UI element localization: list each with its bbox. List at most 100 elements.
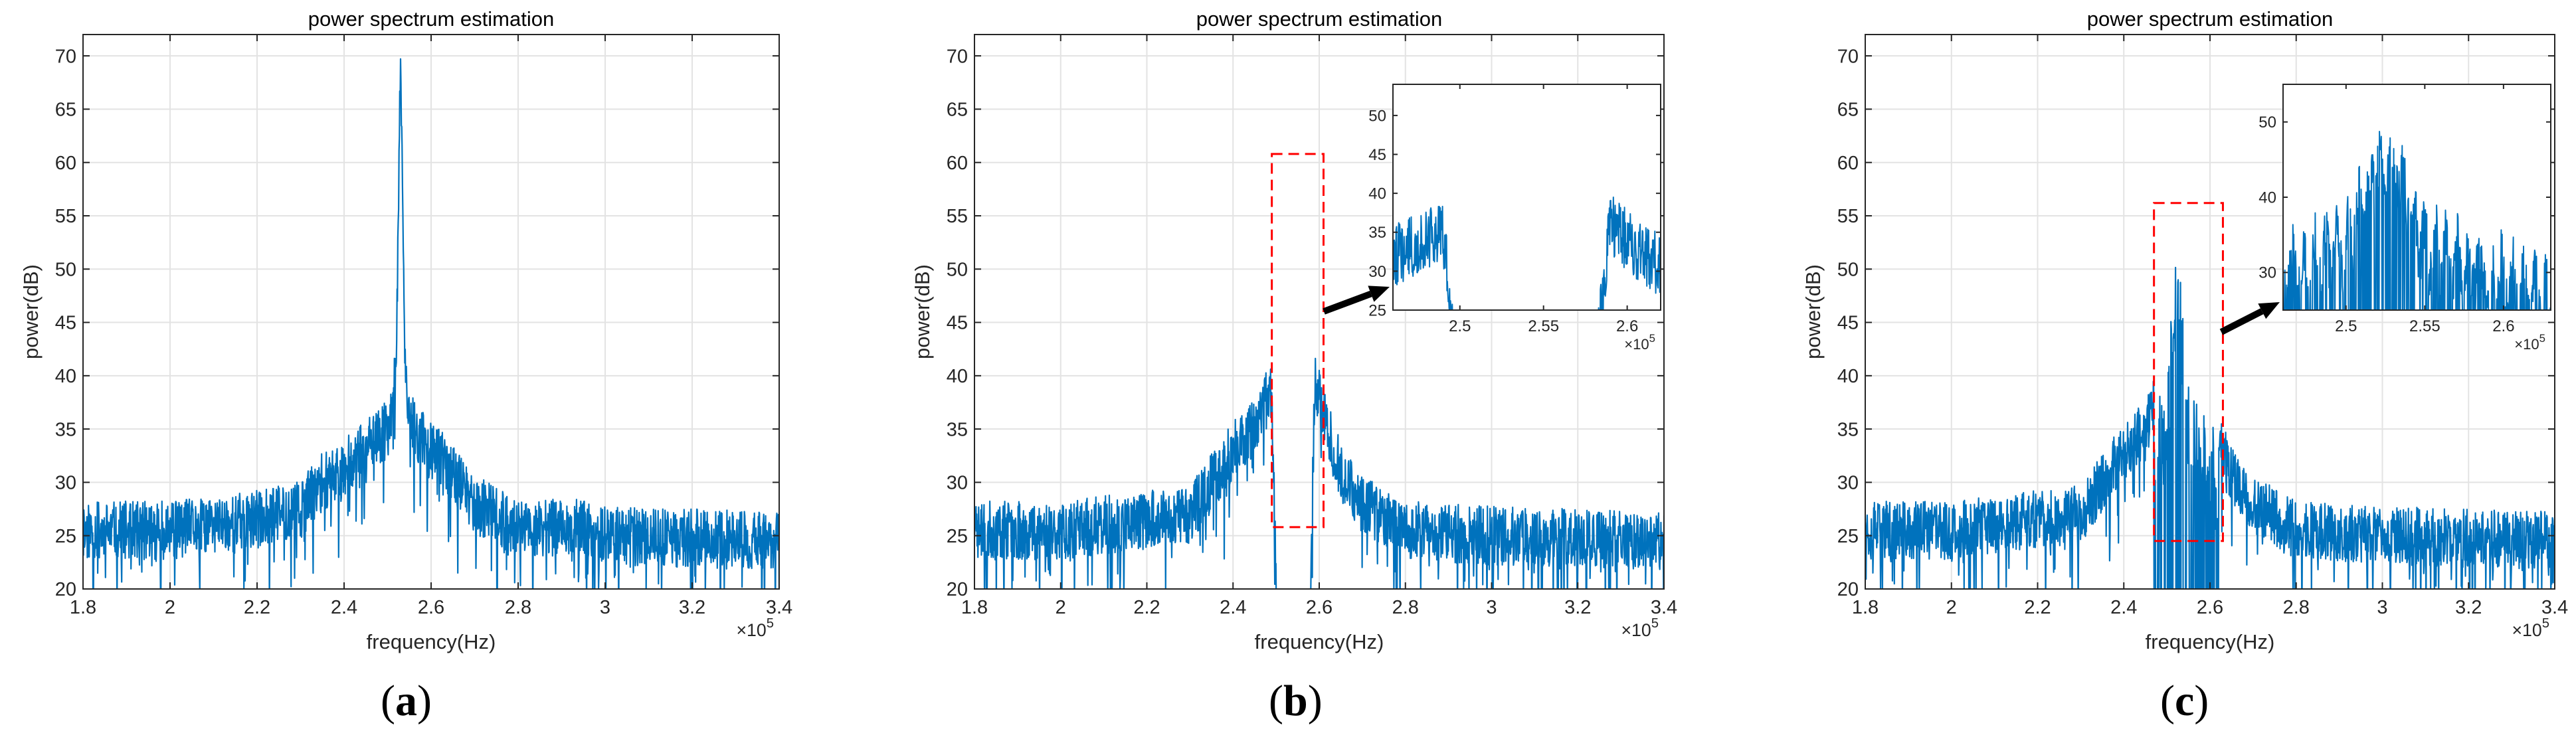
panel-c-x-exponent: ×105 — [2512, 616, 2549, 640]
caption-c-label: c — [2174, 677, 2195, 725]
panel-a-xlabel: frequency(Hz) — [367, 630, 496, 653]
panel-b-inset-x-exponent-power: 5 — [1649, 332, 1655, 345]
panel-c-ytick-label-10: 70 — [1837, 46, 1859, 67]
panel-b-ytick-label-0: 20 — [947, 579, 968, 600]
panel-c-ytick-label-7: 55 — [1837, 206, 1859, 227]
panel-c-xtick-label-5: 2.8 — [2283, 597, 2310, 618]
panel-b-x-exponent-base: ×10 — [1621, 620, 1651, 640]
panel-c: power spectrum estimation frequency(Hz) po… — [1801, 7, 2568, 653]
panel-c-ytick-label-9: 65 — [1837, 100, 1859, 121]
panel-a-title: power spectrum estimation — [308, 7, 554, 31]
panel-c-inset: 2.5 2.55 2.6 30 40 50 ×105 — [2258, 84, 2551, 353]
panel-c-inset-ytick-label-1: 40 — [2258, 189, 2276, 207]
panel-b-ytick-label-10: 70 — [947, 46, 968, 67]
panel-b-ytick-label-3: 35 — [947, 419, 968, 440]
panel-c-xtick-label-8: 3.4 — [2541, 597, 2568, 618]
panel-a-xtick-label-3: 2.4 — [331, 597, 357, 618]
panel-b-x-exponent-power: 5 — [1651, 616, 1659, 631]
panel-c-arrow-shaft — [2219, 308, 2264, 335]
panel-a-xtick-label-7: 3.2 — [679, 597, 705, 618]
panel-c-inset-plot-area — [2283, 84, 2551, 310]
panel-b: power spectrum estimation frequency(Hz) po… — [911, 7, 1677, 653]
panel-c-ytick-label-0: 20 — [1837, 579, 1859, 600]
panel-b-xtick-label-4: 2.6 — [1306, 597, 1333, 618]
panel-b-ytick-label-1: 25 — [947, 526, 968, 547]
panel-b-xlabel: frequency(Hz) — [1255, 630, 1384, 653]
panel-a-ytick-label-4: 40 — [55, 366, 76, 387]
panel-a-ytick-label-3: 35 — [55, 419, 76, 440]
panel-c-ytick-label-5: 45 — [1837, 313, 1859, 334]
panel-c-ytick-label-4: 40 — [1837, 366, 1859, 387]
panel-c-arrow-head — [2258, 302, 2280, 319]
panel-a-xtick-label-6: 3 — [600, 597, 610, 618]
panel-c-x-exponent-power: 5 — [2542, 616, 2549, 631]
panel-b-highlight-box — [1271, 153, 1325, 529]
panel-b-inset-xtick-label-1: 2.55 — [1528, 317, 1559, 335]
panel-c-ytick-label-2: 30 — [1837, 473, 1859, 494]
panel-a-x-exponent-base: ×10 — [736, 620, 766, 640]
panel-b-inset-ytick-label-0: 25 — [1368, 301, 1386, 319]
panel-a-xtick-label-4: 2.6 — [418, 597, 444, 618]
panel-b-ytick-label-7: 55 — [947, 206, 968, 227]
panel-b-xtick-label-6: 3 — [1486, 597, 1497, 618]
caption-b-label: b — [1283, 677, 1308, 725]
caption-a: (a) — [381, 677, 432, 725]
panel-b-inset-series-line — [1393, 197, 1661, 310]
panel-c-xlabel: frequency(Hz) — [2146, 630, 2275, 653]
panel-b-title: power spectrum estimation — [1196, 7, 1442, 31]
panel-a-xtick-label-5: 2.8 — [505, 597, 531, 618]
panel-c-xtick-label-4: 2.6 — [2197, 597, 2223, 618]
panel-c-ytick-label-3: 35 — [1837, 419, 1859, 440]
panel-c-inset-x-exponent-base: ×10 — [2514, 336, 2539, 353]
panel-b-xtick-label-3: 2.4 — [1220, 597, 1246, 618]
panel-b-xtick-label-8: 3.4 — [1651, 597, 1677, 618]
panel-c-inset-xtick-label-0: 2.5 — [2335, 317, 2357, 335]
panel-a-ytick-label-6: 50 — [55, 259, 76, 280]
panel-b-xtick-label-1: 2 — [1056, 597, 1066, 618]
panel-c-inset-xtick-label-1: 2.55 — [2409, 317, 2440, 335]
panel-a-ytick-label-7: 55 — [55, 206, 76, 227]
panel-c-xtick-label-1: 2 — [1946, 597, 1957, 618]
panel-c-ytick-label-1: 25 — [1837, 526, 1859, 547]
panel-b-inset-ytick-label-5: 50 — [1368, 107, 1386, 125]
panel-b-xtick-label-2: 2.2 — [1133, 597, 1160, 618]
panel-b-x-exponent: ×105 — [1621, 616, 1659, 640]
caption-a-label: a — [395, 677, 417, 725]
panel-c-inset-x-exponent: ×105 — [2514, 332, 2545, 353]
panel-b-inset-x-exponent: ×105 — [1624, 332, 1655, 353]
panel-b-ytick-label-5: 45 — [947, 313, 968, 334]
panel-c-xtick-label-6: 3 — [2377, 597, 2387, 618]
panel-a-x-exponent: ×105 — [736, 616, 774, 640]
panel-a-ytick-label-10: 70 — [55, 46, 76, 67]
panel-a-xtick-label-1: 2 — [165, 597, 175, 618]
panel-c-x-exponent-base: ×10 — [2512, 620, 2541, 640]
panel-c-ylabel: power(dB) — [1801, 264, 1825, 359]
panel-a: power spectrum estimation frequency(Hz) po… — [19, 7, 792, 653]
panel-c-xtick-label-3: 2.4 — [2110, 597, 2137, 618]
panel-b-inset-frame — [1392, 84, 1661, 311]
panel-c-inset-x-exponent-power: 5 — [2539, 332, 2545, 345]
caption-c: (c) — [2160, 677, 2209, 725]
panel-a-xtick-label-8: 3.4 — [766, 597, 792, 618]
panel-c-ytick-label-6: 50 — [1837, 259, 1859, 280]
panel-b-inset: 2.5 2.55 2.6 25 30 35 40 45 50 ×105 — [1368, 84, 1661, 353]
panel-a-ytick-label-9: 65 — [55, 100, 76, 121]
panel-c-xtick-label-7: 3.2 — [2455, 597, 2482, 618]
panel-c-xtick-label-0: 1.8 — [1852, 597, 1879, 618]
panel-c-series-line — [1865, 266, 2555, 589]
panel-c-inset-ytick-label-2: 50 — [2258, 114, 2276, 131]
panel-b-arrow-shaft — [1323, 290, 1372, 315]
panel-b-inset-ytick-label-1: 30 — [1368, 263, 1386, 281]
panel-c-xtick-label-2: 2.2 — [2024, 597, 2051, 618]
panel-a-series-line — [83, 58, 779, 589]
panel-a-ytick-label-1: 25 — [55, 526, 76, 547]
panel-b-inset-xtick-label-2: 2.6 — [1616, 317, 1638, 335]
panel-c-inset-ytick-label-0: 30 — [2258, 264, 2276, 282]
panel-b-ytick-label-8: 60 — [947, 153, 968, 174]
panel-a-ytick-label-8: 60 — [55, 153, 76, 174]
panel-b-xtick-label-0: 1.8 — [961, 597, 988, 618]
panel-a-x-exponent-power: 5 — [767, 616, 774, 631]
panel-b-ytick-label-2: 30 — [947, 473, 968, 494]
panel-a-xtick-label-0: 1.8 — [70, 597, 96, 618]
